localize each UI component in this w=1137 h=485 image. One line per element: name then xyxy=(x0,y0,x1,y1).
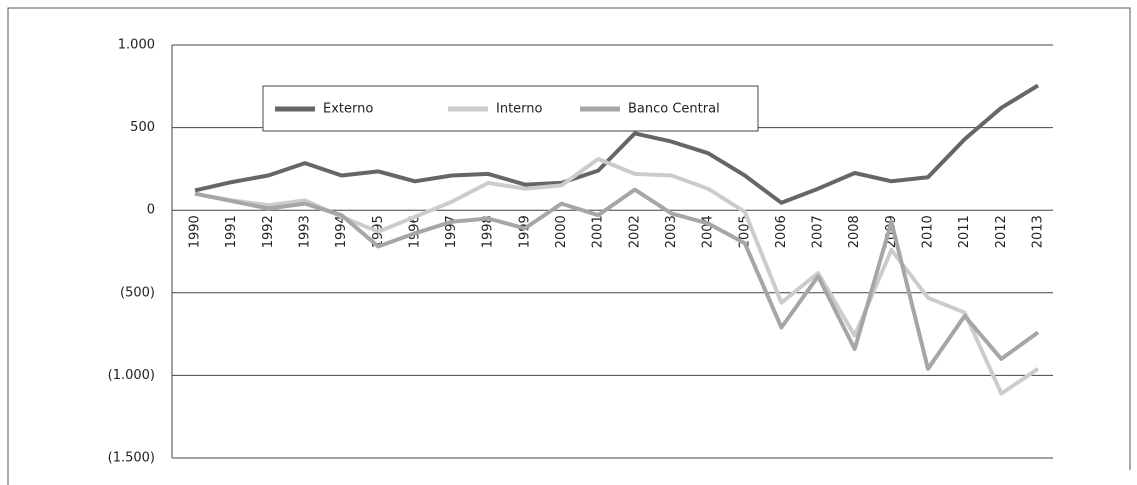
series-line xyxy=(194,187,1040,371)
x-tick-label: 1992 xyxy=(261,215,276,248)
legend-label: Interno xyxy=(496,102,543,117)
x-tick-label: 2001 xyxy=(591,215,606,248)
x-tick-label: 1999 xyxy=(517,215,532,248)
x-tick-label: 1994 xyxy=(334,215,349,248)
series-line xyxy=(194,83,1040,205)
x-tick-label: 2002 xyxy=(627,215,642,248)
x-tick-label: 1998 xyxy=(481,215,496,248)
legend-label: Banco Central xyxy=(628,102,720,117)
legend-box xyxy=(262,85,759,132)
y-tick-label: (500) xyxy=(120,285,155,300)
y-tick-label: 500 xyxy=(130,120,155,135)
x-tick-label: 2010 xyxy=(921,215,936,248)
series-line xyxy=(194,157,1040,396)
x-tick-label: 2007 xyxy=(811,215,826,248)
x-tick-label: 2011 xyxy=(957,215,972,248)
y-tick-label: (1.000) xyxy=(108,368,155,383)
y-tick-label: (1.500) xyxy=(108,451,155,466)
y-tick-label: 1.000 xyxy=(118,38,155,53)
x-tick-label: 1993 xyxy=(297,215,312,248)
x-tick-label: 2013 xyxy=(1031,215,1046,248)
x-tick-label: 1990 xyxy=(188,215,203,248)
x-tick-label: 2008 xyxy=(847,215,862,248)
frame xyxy=(7,7,1131,485)
x-tick-label: 2012 xyxy=(994,215,1009,248)
x-tick-label: 2006 xyxy=(774,215,789,248)
y-tick-label: 0 xyxy=(147,203,155,218)
x-tick-label: 2000 xyxy=(554,215,569,248)
x-tick-label: 2003 xyxy=(664,215,679,248)
x-tick-label: 1991 xyxy=(224,215,239,248)
legend-label: Externo xyxy=(323,102,373,117)
